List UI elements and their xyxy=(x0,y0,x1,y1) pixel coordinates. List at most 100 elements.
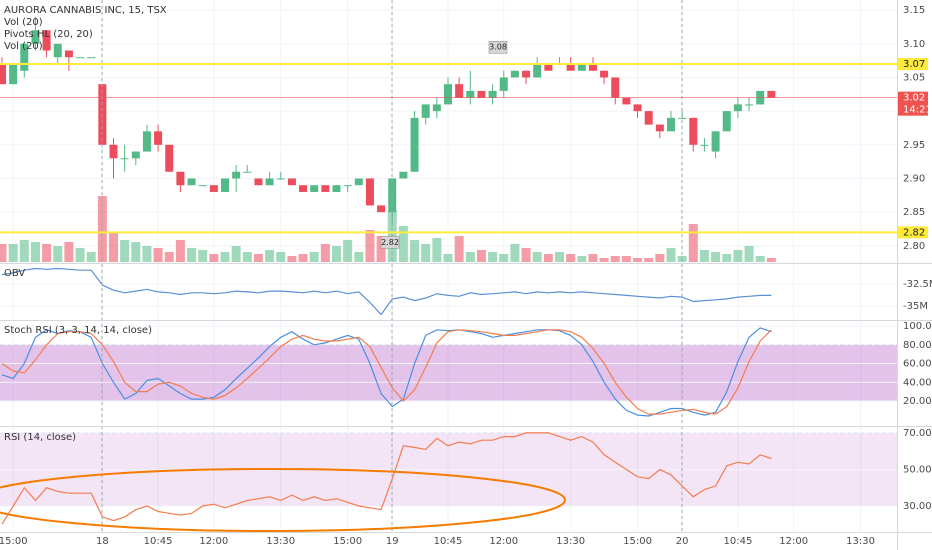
candle-body xyxy=(332,185,341,192)
pane-title: RSI (14, close) xyxy=(4,432,76,443)
candle-body xyxy=(444,84,452,105)
candle-body xyxy=(499,77,508,91)
candle-body xyxy=(510,70,519,78)
candle-body xyxy=(566,63,575,71)
session-separators xyxy=(101,0,683,532)
volume-bar xyxy=(432,238,442,262)
volume-bar xyxy=(265,250,275,262)
volume-bar xyxy=(621,256,631,262)
candle-body xyxy=(711,131,720,152)
candle-body xyxy=(321,185,330,192)
candle-body xyxy=(0,63,6,85)
volume-bar xyxy=(153,248,163,262)
volume-bar xyxy=(142,246,152,262)
x-tick-label: 12:00 xyxy=(779,536,808,547)
volume-bar xyxy=(253,254,263,262)
candle-body xyxy=(131,151,140,159)
volume-bar xyxy=(19,240,29,262)
candle-body xyxy=(700,144,709,146)
volume-bar xyxy=(421,244,431,262)
volume-bar xyxy=(510,244,520,262)
y-tick-label: -35M xyxy=(903,301,928,312)
candle-body xyxy=(733,104,742,112)
candle-body xyxy=(176,171,185,186)
x-tick-label: 10:45 xyxy=(144,536,173,547)
candle-body xyxy=(254,178,263,186)
candle-body xyxy=(399,171,408,179)
y-tick-label: 2.95 xyxy=(903,140,925,151)
volume-bar xyxy=(332,246,341,262)
volume-bar xyxy=(666,248,676,262)
y-tick-label: 100.00 xyxy=(903,321,932,332)
x-tick-label: 15:00 xyxy=(0,536,28,547)
volume-bar xyxy=(164,252,174,262)
candle-body xyxy=(533,63,542,78)
candle-body xyxy=(64,50,73,58)
volume-bar xyxy=(231,246,241,262)
volume-bar xyxy=(588,254,598,262)
volume-bar xyxy=(209,254,219,262)
candle-body xyxy=(544,63,553,71)
volume-bar xyxy=(120,240,130,262)
indicator-legend: Pivots HL (20, 20) xyxy=(4,29,93,40)
candle-body xyxy=(310,185,319,192)
x-tick-label: 12:00 xyxy=(489,536,518,547)
candle-body xyxy=(232,171,241,179)
candle-body xyxy=(265,178,274,186)
volume-bar xyxy=(610,256,620,262)
candle-body xyxy=(588,63,597,71)
bar-countdown: 14:21 xyxy=(903,105,932,116)
candle-body xyxy=(622,97,631,105)
pane-title: OBV xyxy=(4,268,25,279)
candle-body xyxy=(20,43,29,71)
x-tick-label: 13:30 xyxy=(846,536,875,547)
grid-layer xyxy=(0,0,897,531)
volume-bar xyxy=(298,254,308,262)
candle-body xyxy=(667,117,675,132)
candle-body xyxy=(522,70,531,78)
volume-bar xyxy=(198,250,208,262)
volume-bar xyxy=(30,242,40,262)
volume-bar xyxy=(398,226,408,262)
candle-body xyxy=(42,30,51,51)
volume-bar xyxy=(320,244,330,262)
candle-body xyxy=(689,117,698,145)
candle-body xyxy=(600,70,609,78)
candle-body xyxy=(87,57,96,59)
last-price-tag xyxy=(898,91,928,116)
volume-bar xyxy=(543,254,553,262)
candle-body xyxy=(466,90,475,98)
volume-bar xyxy=(599,258,609,262)
x-tick-label: 12:00 xyxy=(199,536,228,547)
y-tick-label: 40.00 xyxy=(903,377,932,388)
indicator-legend: Vol (20) xyxy=(4,17,43,28)
x-tick-label: 15:00 xyxy=(623,536,652,547)
volume-bar xyxy=(465,252,475,262)
volume-bar xyxy=(722,254,732,262)
volume-bar xyxy=(655,254,665,262)
volume-bar xyxy=(410,240,420,262)
candle-body xyxy=(577,63,586,71)
candle-body xyxy=(299,185,308,192)
volume-bar xyxy=(733,250,743,262)
x-tick-label: 13:30 xyxy=(556,536,585,547)
pivot-label: 2.82 xyxy=(381,238,399,247)
volume-bar xyxy=(64,242,74,262)
candle-body xyxy=(745,104,754,106)
pivot-label: 3.08 xyxy=(489,43,507,52)
last-price-label: 3.02 xyxy=(903,93,925,104)
y-tick-label: 3.10 xyxy=(903,39,925,50)
volume-bar xyxy=(744,246,754,262)
candle-body xyxy=(655,124,664,132)
volume-bar xyxy=(109,232,118,262)
level-label: 2.82 xyxy=(903,227,925,238)
candle-body xyxy=(198,185,207,187)
x-tick-label: 10:45 xyxy=(434,536,463,547)
candle-body xyxy=(722,111,731,132)
volume-bar xyxy=(175,240,185,262)
y-tick-label: 60.00 xyxy=(903,359,932,370)
candle-body xyxy=(633,104,642,112)
candle-body xyxy=(477,90,486,98)
volume-bar xyxy=(276,252,286,262)
